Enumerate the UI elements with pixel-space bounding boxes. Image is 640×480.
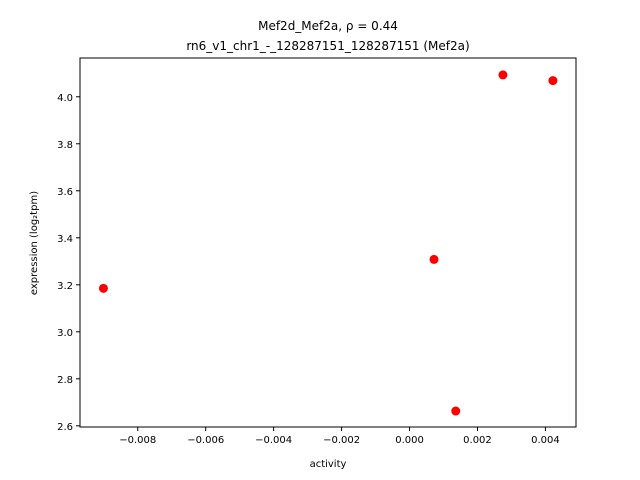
- data-point: [429, 254, 439, 264]
- data-point: [498, 70, 508, 80]
- y-tick-label: 2.6: [57, 422, 73, 433]
- y-tick-label: 2.8: [57, 375, 73, 386]
- data-point: [451, 406, 461, 416]
- chart-title-line-2: rn6_v1_chr1_-_128287151_128287151 (Mef2a…: [186, 39, 469, 53]
- x-tick-label: 0.004: [531, 435, 560, 446]
- y-axis-label: expression (log₂tpm): [29, 191, 40, 295]
- y-axis: 2.6 2.8 3.0 3.2 3.4 3.6 3.8 4.0: [57, 93, 80, 433]
- y-tick-label: 3.6: [57, 187, 73, 198]
- x-tick-label: −0.002: [323, 435, 360, 446]
- plot-area: [79, 57, 577, 428]
- data-points: [98, 70, 558, 416]
- y-tick-label: 3.2: [57, 281, 73, 292]
- data-point: [548, 76, 558, 86]
- x-axis: −0.008 −0.006 −0.004 −0.002 0.000 0.002 0.004: [119, 427, 560, 446]
- chart-title-line-1: Mef2d_Mef2a, ρ = 0.44: [258, 19, 398, 33]
- y-tick-label: 3.4: [57, 234, 73, 245]
- data-point: [98, 283, 108, 293]
- x-tick-label: −0.008: [119, 435, 156, 446]
- x-tick-label: −0.006: [187, 435, 224, 446]
- x-axis-label: activity: [310, 459, 347, 470]
- x-tick-label: 0.002: [463, 435, 492, 446]
- y-tick-label: 4.0: [57, 93, 73, 104]
- y-tick-label: 3.0: [57, 328, 73, 339]
- x-tick-label: 0.000: [395, 435, 424, 446]
- y-tick-label: 3.8: [57, 140, 73, 151]
- x-tick-label: −0.004: [255, 435, 292, 446]
